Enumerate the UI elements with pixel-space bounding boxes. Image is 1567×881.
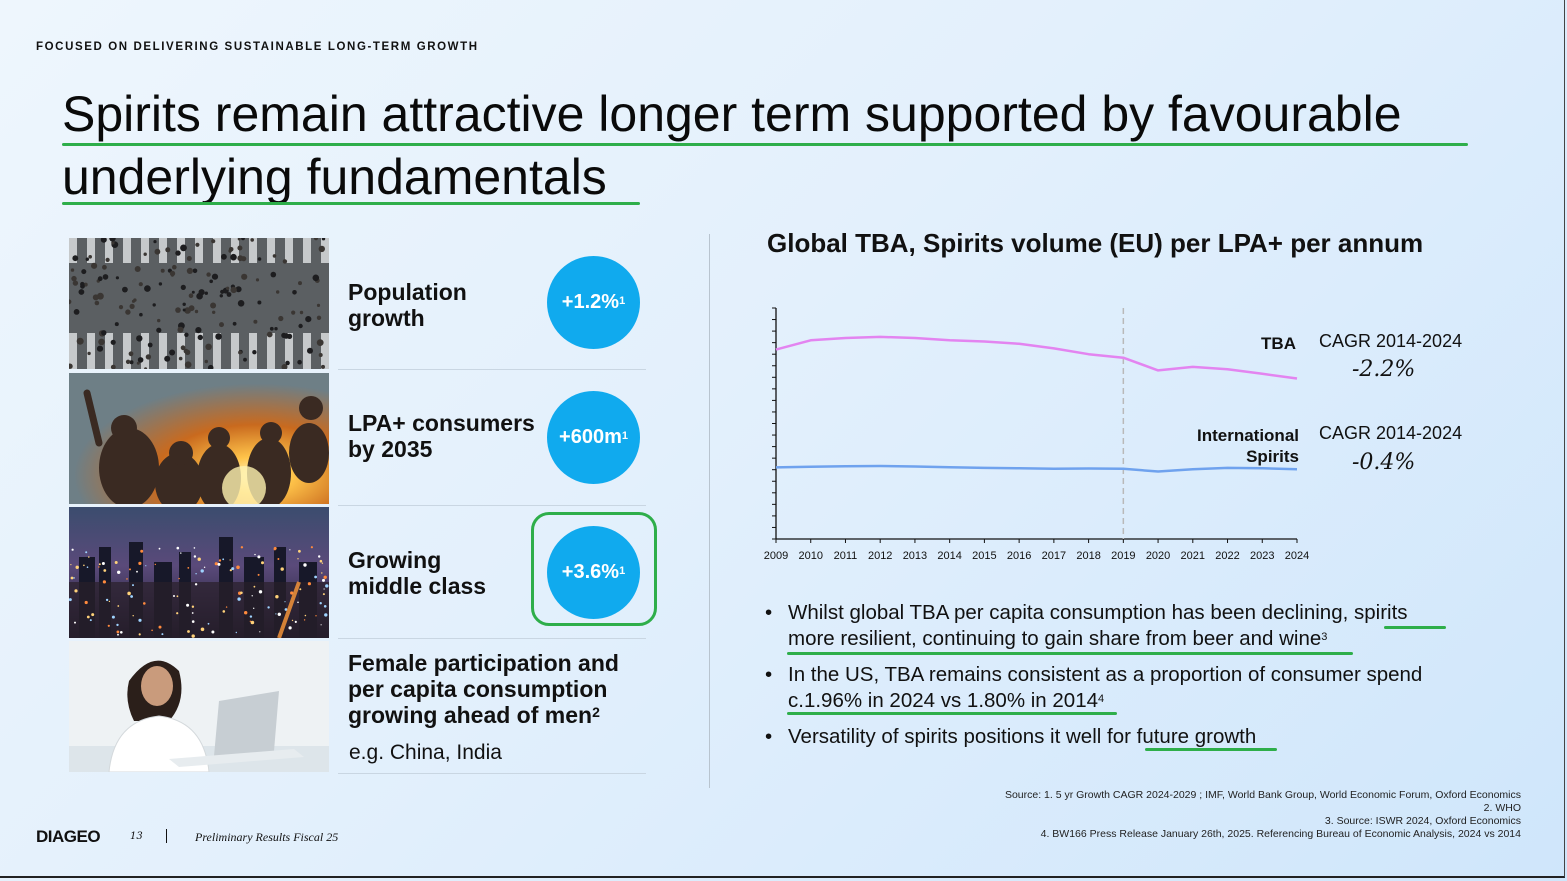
female-participation-label: Female participation and per capita cons…: [348, 650, 619, 728]
bullet-underline: [1145, 748, 1277, 751]
divider: [338, 369, 646, 370]
x-tick-label: 2019: [1111, 550, 1135, 562]
woman-laptop-photo: [69, 641, 329, 772]
chart-title: Global TBA, Spirits volume (EU) per LPA+…: [767, 228, 1424, 258]
x-tick-label: 2018: [1076, 550, 1100, 562]
title-line-1: Spirits remain attractive longer term su…: [62, 86, 1402, 142]
bullet-item: • Whilst global TBA per capita consumpti…: [765, 601, 1408, 650]
insight-bullets: • Whilst global TBA per capita consumpti…: [765, 600, 1465, 760]
intl-cagr-label: CAGR 2014-2024: [1319, 423, 1463, 443]
x-tick-label: 2023: [1250, 550, 1274, 562]
title-line-2: underlying fundamentals: [62, 149, 607, 205]
bullet-underline: [787, 652, 1353, 655]
crowd-photo: [69, 238, 329, 369]
series-line-international-spirits: [775, 464, 1298, 473]
bullet-underline: [1384, 626, 1446, 629]
lpa-consumers-badge: +600m 1: [547, 391, 640, 484]
city-night-photo: [69, 507, 329, 638]
x-tick-label: 2022: [1215, 550, 1239, 562]
lpa-consumers-label: LPA+ consumers by 2035: [348, 410, 535, 462]
bullet-underline: [787, 712, 1117, 715]
x-tick-label: 2013: [903, 550, 927, 562]
friends-photo: [69, 373, 329, 504]
x-tick-label: 2017: [1042, 550, 1066, 562]
x-tick-label: 2010: [798, 550, 822, 562]
population-growth-label: Population growth: [348, 279, 467, 331]
x-tick-label: 2011: [834, 550, 858, 562]
population-growth-badge: +1.2% 1: [547, 256, 640, 349]
x-tick-label: 2016: [1007, 550, 1031, 562]
divider: [338, 638, 646, 639]
bullet-item: • Versatility of spirits positions it we…: [765, 725, 1257, 748]
title-underline-2: [62, 202, 640, 205]
section-divider: [709, 234, 710, 788]
middle-class-badge: +3.6% 1: [547, 526, 640, 619]
eyebrow-heading: FOCUSED ON DELIVERING SUSTAINABLE LONG-T…: [36, 41, 479, 53]
source-notes: Source: 1. 5 yr Growth CAGR 2024-2029 ; …: [1004, 789, 1521, 840]
footer-text: Preliminary Results Fiscal 25: [195, 830, 339, 844]
intl-cagr-value: -0.4%: [1352, 450, 1416, 475]
bullet-item: • In the US, TBA remains consistent as a…: [765, 663, 1423, 712]
tba-cagr-value: -2.2%: [1352, 357, 1416, 382]
page-number: 13: [130, 831, 143, 842]
divider: [338, 773, 646, 774]
x-tick-label: 2021: [1181, 550, 1205, 562]
divider: [338, 505, 646, 506]
title-underline-1: [62, 143, 1468, 146]
series-line-tba: [775, 335, 1298, 380]
tba-cagr-label: CAGR 2014-2024: [1319, 331, 1463, 351]
x-tick-label: 2020: [1146, 550, 1170, 562]
x-tick-label: 2014: [937, 550, 961, 562]
footer-divider: [166, 829, 167, 843]
line-chart: 2009 2010 2011 2012 2013 2014 2015 2016 2017 2018…: [764, 307, 1309, 562]
x-tick-label: 2009: [764, 550, 788, 562]
middle-class-label: Growing middle class: [348, 547, 487, 599]
page-title: Spirits remain attractive longer term su…: [62, 83, 1502, 209]
tba-series-label: TBA: [1261, 334, 1296, 353]
intl-spirits-series-label: International Spirits: [1196, 426, 1299, 466]
x-tick-label: 2024: [1285, 550, 1309, 562]
highlight-box: [531, 512, 657, 626]
diageo-logo: DIAGEO: [36, 827, 101, 846]
female-participation-example: e.g. China, India: [349, 741, 502, 764]
x-tick-label: 2015: [972, 550, 996, 562]
x-tick-label: 2012: [868, 550, 892, 562]
